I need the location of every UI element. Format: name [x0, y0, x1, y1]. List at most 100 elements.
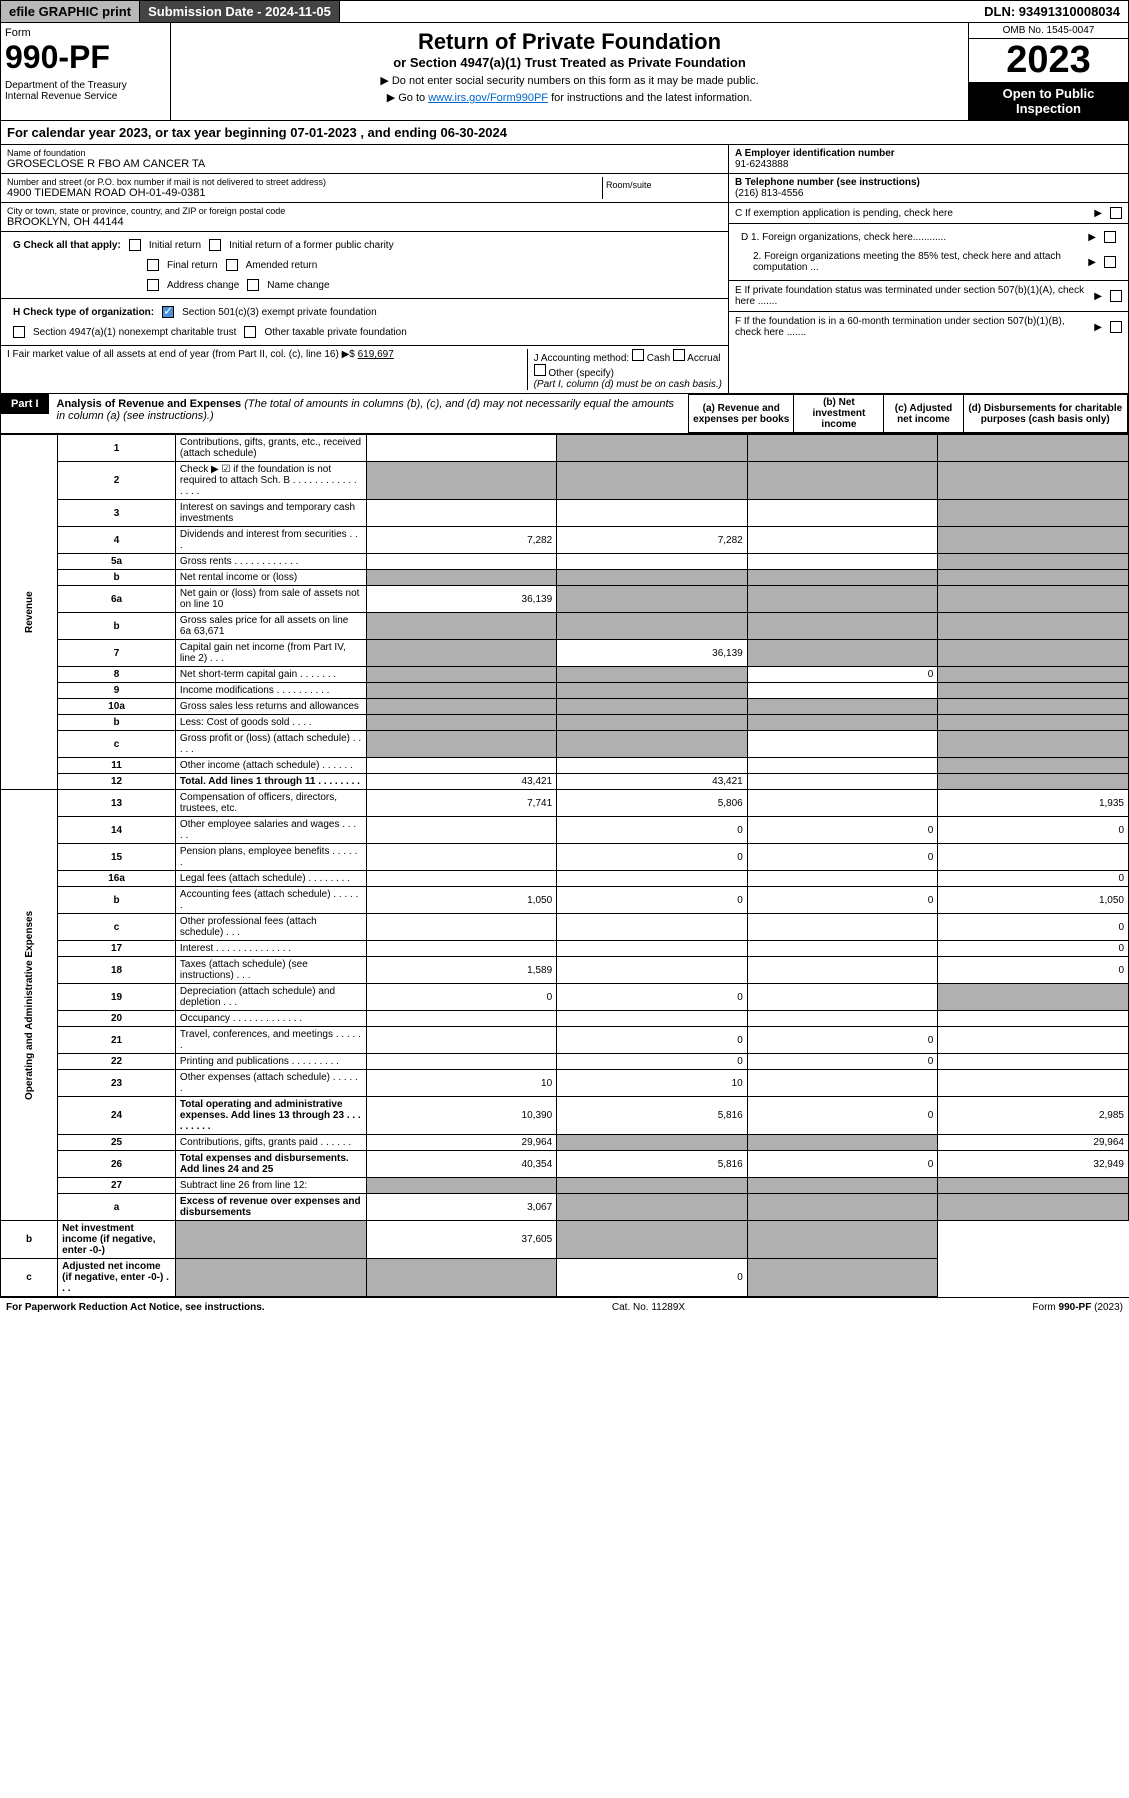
table-row: 9Income modifications . . . . . . . . . … — [1, 683, 1129, 699]
room-suite-label: Room/suite — [602, 177, 722, 199]
c-checkbox[interactable] — [1110, 207, 1122, 219]
g-label: G Check all that apply: — [13, 240, 121, 251]
open-public-badge: Open to Public Inspection — [969, 82, 1128, 120]
initial-return-checkbox[interactable] — [129, 239, 141, 251]
table-row: 20Occupancy . . . . . . . . . . . . . — [1, 1011, 1129, 1027]
efile-print-button[interactable]: efile GRAPHIC print — [1, 1, 140, 22]
other-method-checkbox[interactable] — [534, 364, 546, 376]
table-row: 25Contributions, gifts, grants paid . . … — [1, 1135, 1129, 1151]
table-row: 16aLegal fees (attach schedule) . . . . … — [1, 871, 1129, 887]
phone-label: B Telephone number (see instructions) — [735, 177, 920, 188]
dept-treasury: Department of the Treasury Internal Reve… — [5, 80, 166, 102]
form-subtitle: or Section 4947(a)(1) Trust Treated as P… — [177, 55, 962, 70]
table-row: bGross sales price for all assets on lin… — [1, 613, 1129, 640]
expenses-side-label: Operating and Administrative Expenses — [1, 790, 58, 1221]
form-label: Form — [5, 27, 166, 39]
j-label: J Accounting method: — [534, 353, 630, 364]
i-label: I Fair market value of all assets at end… — [7, 349, 355, 360]
name-label: Name of foundation — [7, 148, 722, 158]
dln-number: DLN: 93491310008034 — [976, 1, 1128, 22]
col-b-header: (b) Net investment income — [794, 395, 884, 433]
table-row: 24Total operating and administrative exp… — [1, 1097, 1129, 1135]
table-row: 12Total. Add lines 1 through 11 . . . . … — [1, 774, 1129, 790]
f-checkbox[interactable] — [1110, 321, 1122, 333]
f-label: F If the foundation is in a 60-month ter… — [735, 316, 1086, 338]
d1-label: D 1. Foreign organizations, check here..… — [741, 232, 1080, 243]
4947a1-checkbox[interactable] — [13, 326, 25, 338]
initial-former-checkbox[interactable] — [209, 239, 221, 251]
col-a-header: (a) Revenue and expenses per books — [689, 395, 794, 433]
address-change-checkbox[interactable] — [147, 279, 159, 291]
table-row: Revenue1Contributions, gifts, grants, et… — [1, 435, 1129, 462]
table-row: 17Interest . . . . . . . . . . . . . .0 — [1, 941, 1129, 957]
table-row: aExcess of revenue over expenses and dis… — [1, 1194, 1129, 1221]
h-label: H Check type of organization: — [13, 307, 154, 318]
submission-date: Submission Date - 2024-11-05 — [140, 1, 340, 22]
ein-label: A Employer identification number — [735, 148, 895, 159]
table-row: bNet rental income or (loss) — [1, 570, 1129, 586]
final-return-checkbox[interactable] — [147, 259, 159, 271]
table-row: Operating and Administrative Expenses13C… — [1, 790, 1129, 817]
e-checkbox[interactable] — [1110, 290, 1122, 302]
other-taxable-checkbox[interactable] — [244, 326, 256, 338]
table-row: 11Other income (attach schedule) . . . .… — [1, 758, 1129, 774]
table-row: cOther professional fees (attach schedul… — [1, 914, 1129, 941]
table-row: bAccounting fees (attach schedule) . . .… — [1, 887, 1129, 914]
street-address: 4900 TIEDEMAN ROAD OH-01-49-0381 — [7, 187, 602, 199]
c-label: C If exemption application is pending, c… — [735, 208, 1086, 219]
d1-checkbox[interactable] — [1104, 231, 1116, 243]
table-row: 22Printing and publications . . . . . . … — [1, 1054, 1129, 1070]
table-row: 2Check ▶ ☑ if the foundation is not requ… — [1, 462, 1129, 500]
table-row: 8Net short-term capital gain . . . . . .… — [1, 667, 1129, 683]
org-info-grid: Name of foundation GROSECLOSE R FBO AM C… — [0, 145, 1129, 394]
form-header: Form 990-PF Department of the Treasury I… — [0, 23, 1129, 121]
footer-mid: Cat. No. 11289X — [612, 1302, 685, 1313]
table-row: 7Capital gain net income (from Part IV, … — [1, 640, 1129, 667]
footer-left: For Paperwork Reduction Act Notice, see … — [6, 1302, 265, 1313]
table-row: 23Other expenses (attach schedule) . . .… — [1, 1070, 1129, 1097]
addr-label: Number and street (or P.O. box number if… — [7, 177, 602, 187]
table-row: cGross profit or (loss) (attach schedule… — [1, 731, 1129, 758]
ssn-note: ▶ Do not enter social security numbers o… — [177, 74, 962, 87]
ein-value: 91-6243888 — [735, 159, 788, 170]
table-row: 6aNet gain or (loss) from sale of assets… — [1, 586, 1129, 613]
table-row: 19Depreciation (attach schedule) and dep… — [1, 984, 1129, 1011]
revenue-side-label: Revenue — [1, 435, 58, 790]
table-row: 5aGross rents . . . . . . . . . . . . — [1, 554, 1129, 570]
d2-label: 2. Foreign organizations meeting the 85%… — [741, 251, 1080, 273]
table-row: bNet investment income (if negative, ent… — [1, 1221, 1129, 1259]
top-bar: efile GRAPHIC print Submission Date - 20… — [0, 0, 1129, 23]
city-state-zip: BROOKLYN, OH 44144 — [7, 216, 722, 228]
col-c-header: (c) Adjusted net income — [884, 395, 963, 433]
phone-value: (216) 813-4556 — [735, 188, 803, 199]
part1-title: Analysis of Revenue and Expenses — [57, 398, 242, 410]
form-title: Return of Private Foundation — [177, 29, 962, 55]
form-number: 990-PF — [5, 39, 166, 76]
footer-right: Form 990-PF (2023) — [1032, 1302, 1123, 1313]
part1-header-row: Part I Analysis of Revenue and Expenses … — [0, 394, 1129, 434]
table-row: 10aGross sales less returns and allowanc… — [1, 699, 1129, 715]
part1-table: Revenue1Contributions, gifts, grants, et… — [0, 434, 1129, 1297]
goto-note: ▶ Go to www.irs.gov/Form990PF for instru… — [177, 91, 962, 104]
table-row: 27Subtract line 26 from line 12: — [1, 1178, 1129, 1194]
col-d-header: (d) Disbursements for charitable purpose… — [963, 395, 1127, 433]
table-row: 18Taxes (attach schedule) (see instructi… — [1, 957, 1129, 984]
page-footer: For Paperwork Reduction Act Notice, see … — [0, 1297, 1129, 1317]
table-row: 21Travel, conferences, and meetings . . … — [1, 1027, 1129, 1054]
part1-badge: Part I — [1, 394, 49, 414]
table-row: cAdjusted net income (if negative, enter… — [1, 1259, 1129, 1297]
d2-checkbox[interactable] — [1104, 256, 1116, 268]
501c3-checkbox[interactable] — [162, 306, 174, 318]
amended-return-checkbox[interactable] — [226, 259, 238, 271]
foundation-name: GROSECLOSE R FBO AM CANCER TA — [7, 158, 722, 170]
table-row: 3Interest on savings and temporary cash … — [1, 500, 1129, 527]
irs-link[interactable]: www.irs.gov/Form990PF — [428, 92, 548, 104]
accrual-checkbox[interactable] — [673, 349, 685, 361]
table-row: bLess: Cost of goods sold . . . . — [1, 715, 1129, 731]
omb-number: OMB No. 1545-0047 — [969, 23, 1128, 39]
fmv-value: 619,697 — [358, 349, 394, 360]
cash-checkbox[interactable] — [632, 349, 644, 361]
calendar-year-line: For calendar year 2023, or tax year begi… — [0, 121, 1129, 145]
table-row: 4Dividends and interest from securities … — [1, 527, 1129, 554]
name-change-checkbox[interactable] — [247, 279, 259, 291]
